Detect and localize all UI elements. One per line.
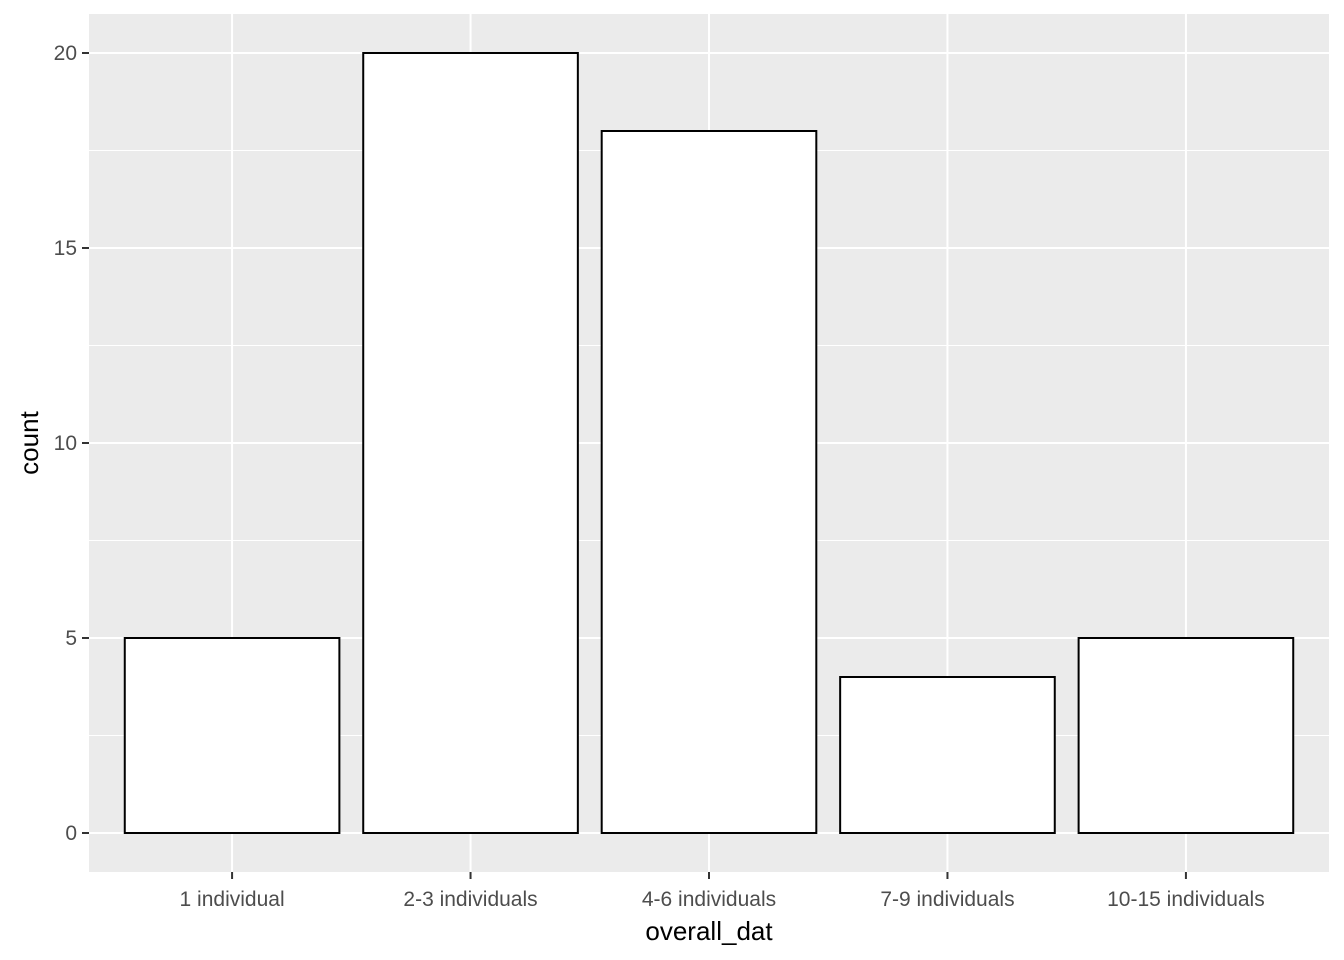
x-axis: 1 individual 2-3 individuals 4-6 individua… [180, 872, 1265, 911]
y-tick-label: 20 [54, 42, 77, 65]
bar-1-individual [123, 637, 341, 834]
x-tick-label: 10-15 individuals [1107, 888, 1265, 911]
y-tick-label: 15 [54, 237, 77, 260]
bar-10-15-individuals [1077, 637, 1295, 834]
x-tick-label: 4-6 individuals [642, 888, 776, 911]
bar-7-9-individuals [839, 676, 1056, 834]
y-tick-label: 5 [65, 627, 77, 650]
bar-2-3-individuals [362, 52, 579, 834]
y-axis: 0 5 10 15 20 [54, 42, 89, 845]
x-tick-label: 7-9 individuals [880, 888, 1014, 911]
y-tick-label: 10 [54, 432, 77, 455]
bars [123, 52, 1295, 834]
y-axis-title: count [14, 410, 44, 474]
x-tick-label: 2-3 individuals [403, 888, 537, 911]
bar-4-6-individuals [600, 130, 818, 834]
x-tick-label: 1 individual [180, 888, 285, 911]
x-axis-title: overall_dat [645, 916, 773, 946]
y-tick-label: 0 [65, 822, 77, 845]
